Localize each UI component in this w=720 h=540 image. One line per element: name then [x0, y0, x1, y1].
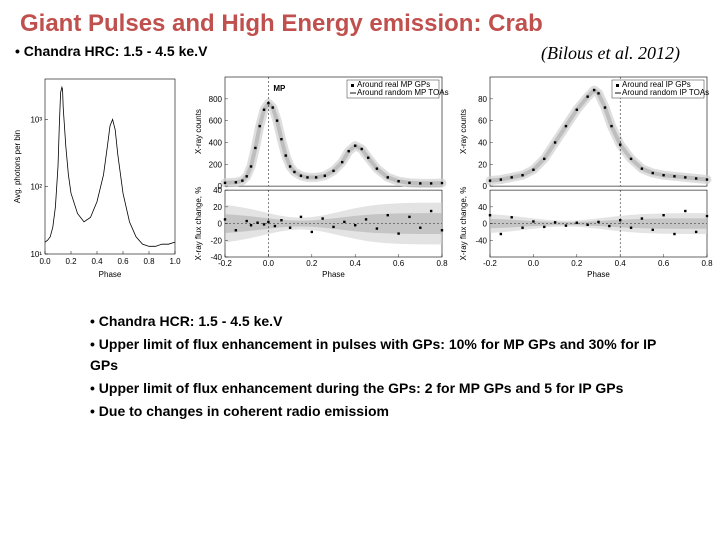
svg-text:20: 20: [478, 160, 487, 169]
svg-text:0.2: 0.2: [571, 259, 583, 268]
bullet-list: • Chandra HCR: 1.5 - 4.5 ke.V • Upper li…: [0, 289, 720, 434]
svg-text:0.4: 0.4: [91, 257, 103, 266]
svg-text:0.8: 0.8: [436, 259, 448, 268]
bullet-4: • Due to changes in coherent radio emiss…: [90, 401, 660, 422]
svg-text:0: 0: [483, 220, 488, 229]
svg-text:0.6: 0.6: [393, 259, 405, 268]
svg-text:0.0: 0.0: [263, 259, 275, 268]
svg-text:Phase: Phase: [99, 270, 122, 279]
svg-text:MP: MP: [273, 84, 286, 93]
subtitle-left: • Chandra HRC: 1.5 - 4.5 ke.V: [15, 43, 207, 64]
svg-text:400: 400: [209, 138, 223, 147]
svg-text:0.2: 0.2: [65, 257, 77, 266]
svg-text:40: 40: [478, 138, 487, 147]
slide-title: Giant Pulses and High Energy emission: C…: [0, 0, 720, 43]
bullet-2: • Upper limit of flux enhancement in pul…: [90, 334, 660, 376]
svg-text:Around random MP TOAs: Around random MP TOAs: [357, 88, 449, 97]
svg-text:20: 20: [213, 203, 222, 212]
svg-text:Phase: Phase: [322, 270, 345, 279]
svg-text:X-ray flux change, %: X-ray flux change, %: [194, 187, 203, 261]
svg-text:Avg. photons per bin: Avg. photons per bin: [13, 130, 22, 203]
svg-text:60: 60: [478, 117, 487, 126]
svg-text:0.4: 0.4: [615, 259, 627, 268]
svg-text:0: 0: [218, 220, 223, 229]
svg-text:-0.2: -0.2: [218, 259, 232, 268]
svg-text:800: 800: [209, 95, 223, 104]
svg-text:X-ray flux change, %: X-ray flux change, %: [459, 187, 468, 261]
svg-text:10³: 10³: [30, 115, 42, 124]
svg-text:200: 200: [209, 160, 223, 169]
chart-pulse-profile: 10¹10²10³0.00.20.40.60.81.0Avg. photons …: [10, 69, 185, 284]
svg-text:0.4: 0.4: [350, 259, 362, 268]
svg-text:0.0: 0.0: [528, 259, 540, 268]
svg-text:X-ray counts: X-ray counts: [194, 109, 203, 154]
svg-text:Around random IP TOAs: Around random IP TOAs: [622, 88, 709, 97]
subtitle-row: • Chandra HRC: 1.5 - 4.5 ke.V (Bilous et…: [0, 43, 720, 64]
svg-text:40: 40: [213, 186, 222, 195]
svg-text:10²: 10²: [30, 183, 42, 192]
citation: (Bilous et al. 2012): [541, 43, 680, 64]
svg-text:0.8: 0.8: [143, 257, 155, 266]
svg-text:0.8: 0.8: [701, 259, 713, 268]
svg-text:80: 80: [478, 95, 487, 104]
svg-text:0.6: 0.6: [117, 257, 129, 266]
svg-text:-40: -40: [475, 236, 487, 245]
chart-mp: 0200400600800MPX-ray countsAround real M…: [190, 69, 450, 284]
svg-text:X-ray counts: X-ray counts: [459, 109, 468, 154]
svg-text:0.6: 0.6: [658, 259, 670, 268]
svg-text:1.0: 1.0: [169, 257, 181, 266]
bullet-3: • Upper limit of flux enhancement during…: [90, 378, 660, 399]
svg-text:600: 600: [209, 117, 223, 126]
chart-ip: 020406080IPX-ray countsAround real IP GP…: [455, 69, 715, 284]
svg-text:0: 0: [483, 182, 488, 191]
svg-text:40: 40: [478, 203, 487, 212]
bullet-1: • Chandra HCR: 1.5 - 4.5 ke.V: [90, 311, 660, 332]
svg-text:0.2: 0.2: [306, 259, 318, 268]
svg-text:-20: -20: [210, 236, 222, 245]
svg-text:-0.2: -0.2: [483, 259, 497, 268]
svg-text:0.0: 0.0: [39, 257, 51, 266]
charts-row: 10¹10²10³0.00.20.40.60.81.0Avg. photons …: [0, 64, 720, 289]
svg-text:Phase: Phase: [587, 270, 610, 279]
